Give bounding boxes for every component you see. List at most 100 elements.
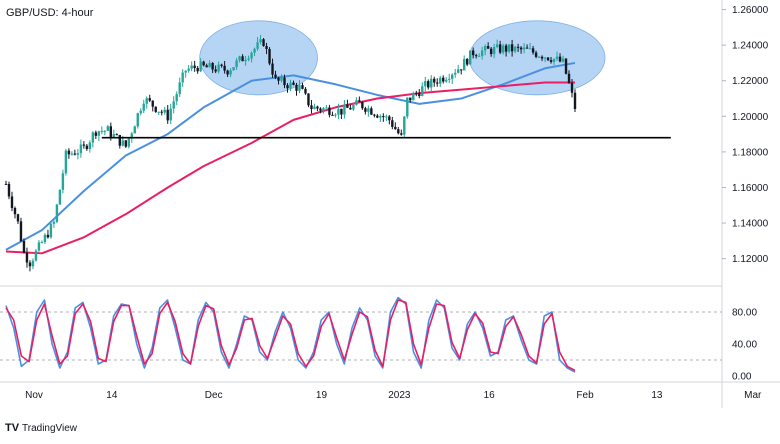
- candle: [310, 100, 313, 114]
- candle: [88, 140, 92, 153]
- candle: [397, 126, 400, 135]
- candle: [436, 78, 439, 87]
- candle: [268, 47, 271, 66]
- candle-body: [304, 88, 307, 94]
- candle-body: [121, 140, 124, 146]
- candle-body: [477, 55, 481, 57]
- candle: [373, 113, 376, 118]
- chart-title: GBP/USD: 4-hour: [6, 7, 94, 19]
- candle-body: [361, 101, 364, 109]
- stochastic-tick-label: 80.00: [732, 308, 757, 319]
- candle-body: [19, 221, 23, 242]
- candle: [151, 100, 154, 112]
- candle: [196, 66, 199, 74]
- candle: [555, 51, 559, 61]
- candle-body: [118, 135, 121, 146]
- candle-body: [154, 106, 157, 112]
- candle: [486, 42, 490, 49]
- candle: [549, 57, 553, 64]
- candle-body: [501, 45, 505, 53]
- candle: [298, 80, 301, 94]
- candle: [439, 75, 442, 88]
- candle-body: [310, 105, 313, 110]
- candle: [211, 62, 214, 73]
- candle-body: [343, 104, 346, 115]
- price-tick-label: 1.26000: [732, 5, 769, 16]
- candle-body: [229, 70, 232, 75]
- time-tick-label: 13: [651, 390, 663, 401]
- candle-body: [28, 262, 32, 267]
- candle-body: [513, 46, 517, 52]
- candle: [570, 79, 574, 98]
- stochastic-layer: [0, 296, 722, 373]
- candle-body: [109, 126, 113, 137]
- candle: [79, 139, 83, 158]
- candle: [202, 60, 205, 67]
- candle: [10, 191, 14, 212]
- candle-body: [448, 78, 451, 80]
- candle-body: [238, 56, 241, 61]
- candle: [451, 73, 454, 84]
- candle: [232, 66, 235, 71]
- candle: [97, 130, 101, 142]
- candle: [382, 113, 385, 122]
- candle: [325, 104, 328, 109]
- candle-body: [522, 47, 526, 50]
- candle-body: [483, 46, 487, 51]
- candle: [415, 90, 418, 97]
- candle-body: [507, 44, 511, 52]
- candle-body: [328, 107, 331, 115]
- candle-body: [355, 100, 358, 105]
- candle: [22, 238, 26, 254]
- candle-body: [130, 133, 133, 139]
- candle-body: [133, 126, 136, 134]
- candle: [85, 143, 89, 151]
- candle-body: [112, 134, 116, 137]
- candle-body: [226, 70, 229, 75]
- candle: [292, 80, 295, 86]
- candle: [247, 55, 250, 62]
- candle-body: [70, 153, 74, 155]
- time-tick-label: 19: [316, 390, 328, 401]
- candle-body: [160, 111, 163, 113]
- candle-body: [531, 48, 535, 53]
- candle: [250, 51, 253, 63]
- candle-body: [73, 153, 77, 155]
- candle: [289, 79, 292, 92]
- candle: [489, 46, 493, 57]
- candle-body: [127, 138, 130, 147]
- candle-body: [489, 48, 493, 55]
- candle-body: [214, 69, 217, 72]
- candle-body: [334, 114, 337, 116]
- candle: [516, 43, 520, 52]
- candle: [468, 50, 472, 65]
- candle-body: [403, 116, 406, 135]
- candle-body: [394, 126, 397, 130]
- candle: [355, 97, 358, 106]
- candle-body: [115, 134, 119, 136]
- candle: [82, 141, 86, 149]
- candle-body: [43, 234, 47, 243]
- candle: [495, 39, 499, 49]
- candle-body: [175, 94, 178, 102]
- candle-body: [211, 63, 214, 70]
- price-tick-label: 1.14000: [732, 219, 769, 230]
- moving-average-layer: [5, 61, 576, 255]
- candle: [498, 40, 502, 55]
- candle-body: [415, 93, 418, 95]
- candle-body: [10, 196, 14, 208]
- candle-body: [283, 77, 286, 86]
- candle: [106, 124, 110, 132]
- candle: [534, 50, 538, 59]
- candle-body: [349, 107, 352, 110]
- candle-body: [528, 48, 532, 50]
- candle-body: [295, 84, 298, 91]
- candle: [226, 69, 229, 78]
- moving-average-slow: [5, 81, 575, 255]
- candle-body: [460, 69, 463, 71]
- candle-body: [31, 260, 35, 267]
- candle-body: [67, 150, 71, 155]
- candle-body: [76, 153, 80, 155]
